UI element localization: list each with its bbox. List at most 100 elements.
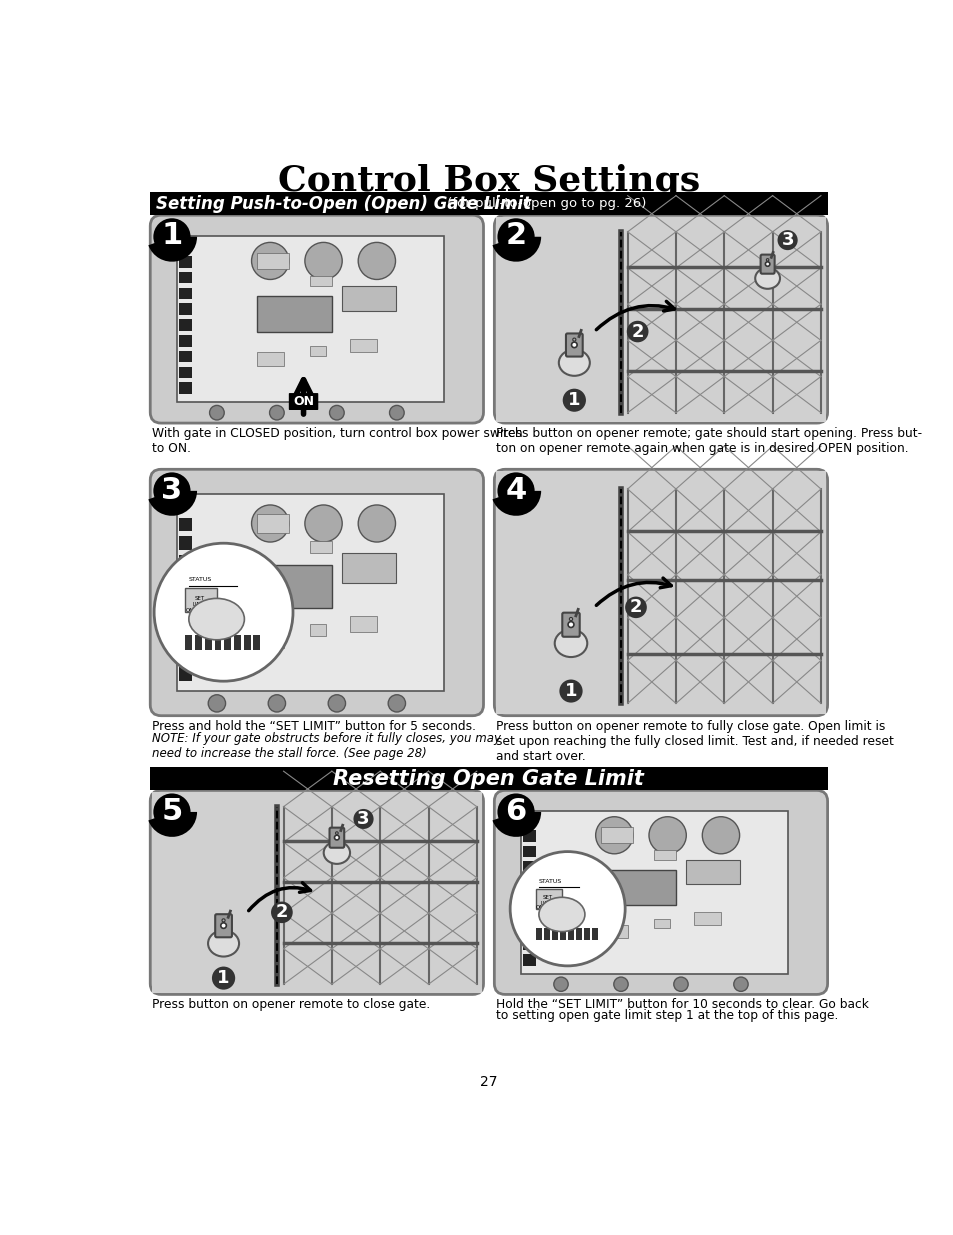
Bar <box>256 352 283 366</box>
Text: Setting Push-to-Open (Open) Gate Limit: Setting Push-to-Open (Open) Gate Limit <box>156 195 531 212</box>
Bar <box>150 193 827 215</box>
Circle shape <box>153 219 191 256</box>
Circle shape <box>562 389 585 411</box>
Bar <box>568 927 574 940</box>
Bar <box>310 275 332 285</box>
Text: 3: 3 <box>357 810 370 827</box>
Bar <box>214 635 221 650</box>
Text: 2: 2 <box>275 903 288 921</box>
Bar <box>176 494 443 692</box>
Wedge shape <box>149 490 197 516</box>
Text: 1: 1 <box>161 221 182 251</box>
Bar <box>600 925 627 939</box>
Circle shape <box>569 618 572 621</box>
Bar <box>342 285 395 311</box>
Bar <box>253 635 260 650</box>
Text: 5: 5 <box>161 797 182 826</box>
Bar <box>523 861 536 873</box>
Circle shape <box>252 505 289 542</box>
Bar <box>576 927 581 940</box>
FancyBboxPatch shape <box>760 254 774 274</box>
Bar <box>179 536 192 550</box>
Bar <box>179 288 192 299</box>
Bar <box>310 541 332 553</box>
Circle shape <box>648 816 685 853</box>
Ellipse shape <box>755 268 780 289</box>
Bar <box>205 635 212 650</box>
FancyBboxPatch shape <box>289 393 318 410</box>
Bar <box>179 611 192 625</box>
Circle shape <box>153 472 191 509</box>
Wedge shape <box>149 237 197 262</box>
Bar <box>179 593 192 606</box>
Bar <box>243 635 251 650</box>
Bar <box>179 648 192 662</box>
Text: STATUS: STATUS <box>189 577 212 582</box>
Bar <box>559 927 565 940</box>
Bar <box>185 588 216 613</box>
Circle shape <box>571 342 577 347</box>
Bar <box>179 351 192 362</box>
Wedge shape <box>492 811 540 837</box>
Bar <box>256 564 332 609</box>
Circle shape <box>624 597 646 619</box>
Circle shape <box>305 242 342 279</box>
Bar <box>256 514 289 534</box>
Wedge shape <box>149 811 197 837</box>
Bar <box>179 383 192 394</box>
Ellipse shape <box>558 350 589 375</box>
FancyBboxPatch shape <box>329 827 344 847</box>
Circle shape <box>558 679 582 703</box>
Text: 1: 1 <box>217 969 230 987</box>
Circle shape <box>595 816 633 853</box>
Bar <box>654 850 675 860</box>
Wedge shape <box>492 490 540 516</box>
Bar <box>523 893 536 904</box>
FancyBboxPatch shape <box>150 215 483 424</box>
Bar <box>185 635 193 650</box>
Circle shape <box>222 919 225 921</box>
Circle shape <box>497 472 534 509</box>
Circle shape <box>212 967 235 989</box>
Circle shape <box>733 977 747 992</box>
Bar <box>179 319 192 331</box>
Bar <box>536 927 541 940</box>
FancyBboxPatch shape <box>150 469 483 716</box>
Circle shape <box>154 543 293 682</box>
Text: Control Box Settings: Control Box Settings <box>277 163 700 198</box>
Circle shape <box>626 321 648 342</box>
Circle shape <box>673 977 687 992</box>
Text: 2: 2 <box>629 598 641 616</box>
Bar <box>176 236 443 403</box>
Circle shape <box>210 405 224 420</box>
Text: ON: ON <box>185 608 193 614</box>
Text: SET
LIMIT: SET LIMIT <box>192 597 206 608</box>
Circle shape <box>208 695 225 713</box>
Bar <box>694 911 720 925</box>
Bar <box>600 869 675 905</box>
Bar <box>179 517 192 531</box>
Circle shape <box>389 405 404 420</box>
Circle shape <box>252 242 289 279</box>
Bar <box>256 253 289 269</box>
Circle shape <box>554 977 568 992</box>
Bar <box>350 616 376 632</box>
Bar <box>150 767 827 790</box>
Bar <box>256 296 332 332</box>
Bar <box>179 630 192 643</box>
Circle shape <box>567 621 574 627</box>
Circle shape <box>329 405 344 420</box>
Text: 3: 3 <box>781 231 793 249</box>
Text: Press button on opener remote to close gate.: Press button on opener remote to close g… <box>152 998 430 1011</box>
Bar <box>256 632 283 647</box>
Bar <box>195 635 202 650</box>
Text: 27: 27 <box>479 1076 497 1089</box>
Bar <box>523 877 536 888</box>
Bar <box>592 927 598 940</box>
Text: (for pull-to-open go to pg. 26): (for pull-to-open go to pg. 26) <box>443 198 646 210</box>
FancyBboxPatch shape <box>494 469 827 716</box>
Bar <box>496 471 825 714</box>
Bar <box>179 304 192 315</box>
FancyBboxPatch shape <box>565 333 582 357</box>
Circle shape <box>357 505 395 542</box>
